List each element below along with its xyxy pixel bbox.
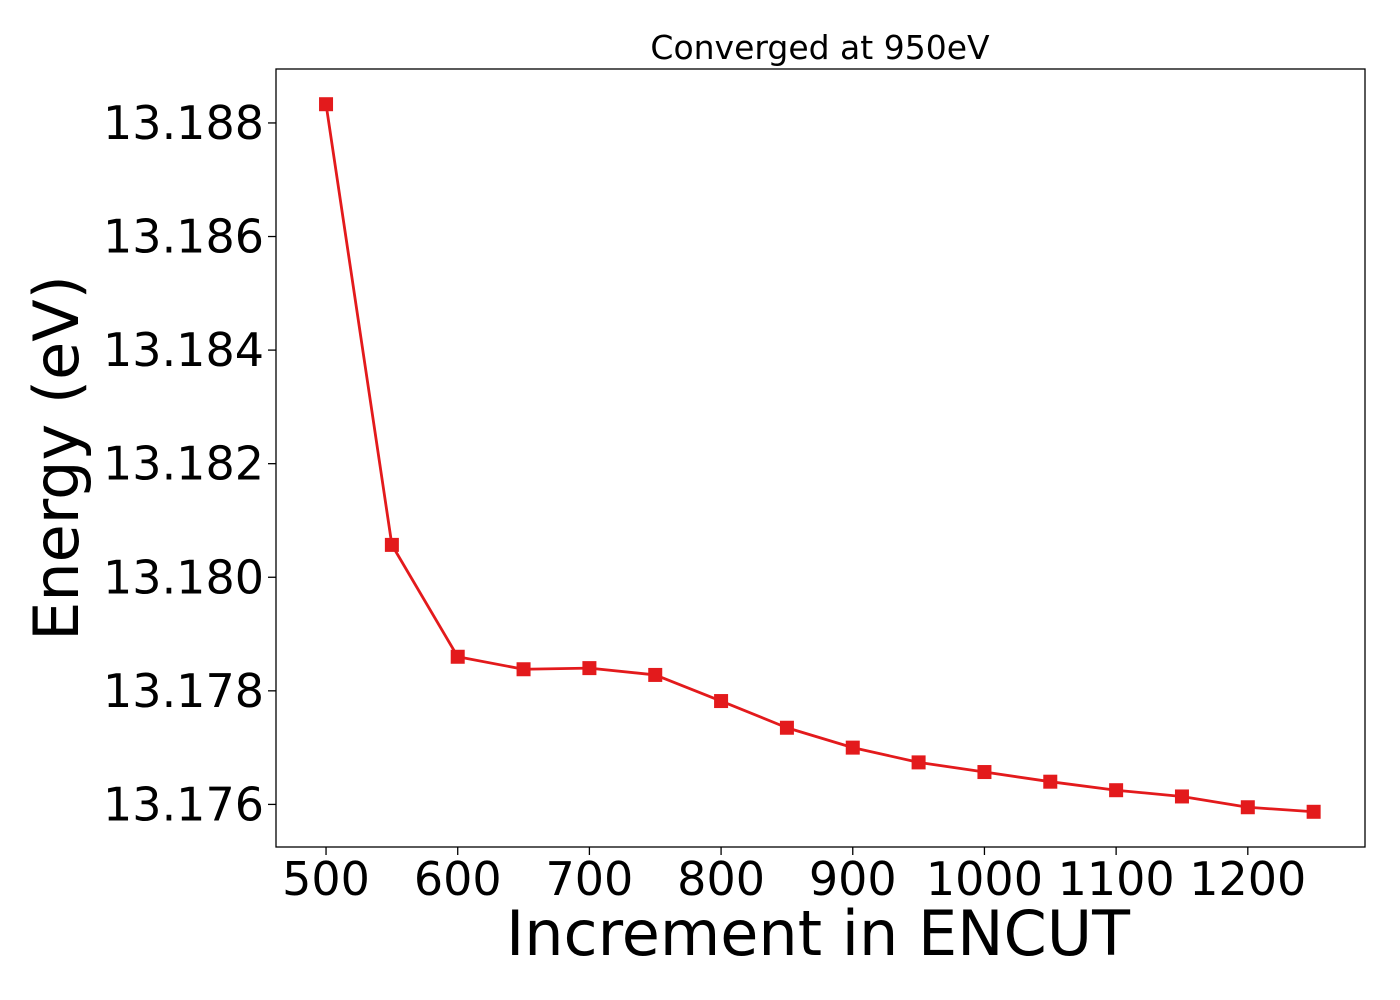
x-tick-label: 600 [414,852,502,906]
data-point-marker [779,720,794,735]
data-point-marker [1240,800,1255,815]
plot-frame [275,68,1366,848]
data-point-marker [714,694,729,709]
x-axis-label: Increment in ENCUT [506,897,1131,970]
x-tick-label: 900 [809,852,897,906]
x-tick-label: 700 [545,852,633,906]
y-tick-label: 13.176 [103,777,264,831]
x-tick-label: 1000 [926,852,1043,906]
x-tick-label: 500 [282,852,370,906]
x-tick-label: 800 [677,852,765,906]
data-point-marker [911,755,926,770]
y-tick-label: 13.186 [103,210,264,264]
y-axis: 13.176 13.178 13.180 13.182 13.184 13.186 13.1… [103,96,276,831]
y-tick-label: 13.188 [103,96,264,150]
data-point-marker [319,97,334,112]
data-point-marker [648,667,663,682]
x-tick-label: 1200 [1189,852,1306,906]
data-point-marker [1109,783,1124,798]
x-axis: 500 600 700 800 900 1000 1100 1200 [282,847,1306,906]
data-point-marker [977,765,992,780]
y-tick-label: 13.184 [103,323,264,377]
series-line [324,104,1314,814]
data-point-marker [516,662,531,677]
data-point-marker [1306,804,1321,819]
data-point-marker [450,649,465,664]
data-point-marker [1043,774,1058,789]
y-tick-label: 13.182 [103,437,264,491]
y-tick-label: 13.178 [103,664,264,718]
series-energy [319,97,1321,819]
data-point-marker [845,740,860,755]
data-point-marker [582,661,597,676]
data-point-marker [1174,789,1189,804]
y-axis-label: Energy (eV) [20,275,93,641]
x-tick-label: 1100 [1058,852,1175,906]
chart-title: Converged at 950eV [650,28,990,67]
y-tick-label: 13.180 [103,550,264,604]
data-point-marker [384,537,399,552]
